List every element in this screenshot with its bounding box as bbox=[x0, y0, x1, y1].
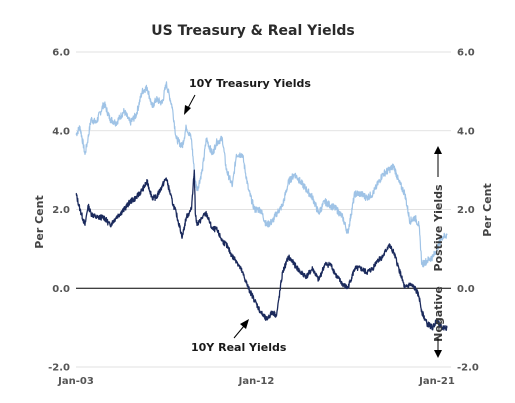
y-tick-label-right: 0.0 bbox=[457, 284, 475, 295]
y-axis-label-left: Per Cent bbox=[33, 195, 46, 248]
series-layer bbox=[75, 81, 448, 331]
series-line-10y-real bbox=[75, 169, 448, 331]
positive-arrowhead bbox=[434, 146, 442, 154]
y-tick-label-left: 6.0 bbox=[52, 48, 70, 59]
x-axis-ticks: Jan-03 Jan-12 Jan-21 bbox=[57, 376, 455, 387]
x-tick-label: Jan-12 bbox=[238, 376, 275, 387]
y-tick-label-left: 2.0 bbox=[52, 205, 70, 216]
real-annotation-arrow bbox=[233, 325, 245, 339]
y-tick-label-left: -2.0 bbox=[48, 363, 70, 374]
negative-arrowhead bbox=[434, 350, 442, 358]
real-annotation-label: 10Y Real Yields bbox=[191, 341, 287, 354]
y-tick-label-right: 2.0 bbox=[457, 205, 475, 216]
left-y-axis-ticks: 6.0 4.0 2.0 0.0 -2.0 bbox=[48, 48, 70, 374]
negative-yields-label: Negative bbox=[432, 286, 445, 342]
series-line-10y-treasury bbox=[75, 81, 448, 268]
y-tick-label-right: -2.0 bbox=[457, 363, 479, 374]
y-tick-label-left: 0.0 bbox=[52, 284, 70, 295]
chart-title: US Treasury & Real Yields bbox=[151, 23, 354, 39]
positive-yields-label: Postive Yields bbox=[432, 184, 445, 271]
y-tick-label-right: 4.0 bbox=[457, 126, 475, 137]
right-y-axis-ticks: 6.0 4.0 2.0 0.0 -2.0 bbox=[457, 48, 479, 374]
y-tick-label-right: 6.0 bbox=[457, 48, 475, 59]
gridlines bbox=[76, 51, 451, 368]
treasury-annotation-arrow bbox=[187, 94, 196, 109]
real-annotation-arrowhead bbox=[240, 319, 249, 329]
y-axis-label-right: Per Cent bbox=[481, 183, 494, 236]
treasury-annotation-label: 10Y Treasury Yields bbox=[189, 77, 311, 90]
x-tick-label: Jan-03 bbox=[57, 376, 94, 387]
treasury-annotation-arrowhead bbox=[184, 105, 191, 115]
y-tick-label-left: 4.0 bbox=[52, 126, 70, 137]
x-tick-label: Jan-21 bbox=[418, 376, 455, 387]
